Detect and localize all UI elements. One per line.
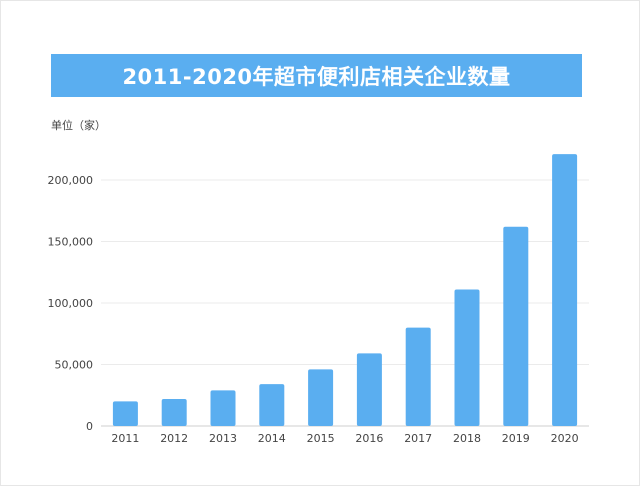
- x-tick-label: 2019: [502, 432, 530, 445]
- chart-title: 2011-2020年超市便利店相关企业数量: [122, 64, 511, 89]
- x-tick-label: 2013: [209, 432, 237, 445]
- x-tick-label: 2018: [453, 432, 481, 445]
- x-tick-label: 2015: [307, 432, 335, 445]
- bar-2013: [210, 390, 236, 426]
- y-tick-label: 50,000: [55, 359, 94, 372]
- bar-2014: [259, 384, 285, 426]
- bar-2020: [552, 154, 578, 427]
- x-tick-label: 2011: [111, 432, 139, 445]
- bar-2019: [503, 226, 529, 426]
- y-tick-label: 200,000: [48, 174, 94, 187]
- bar-2016: [356, 353, 382, 426]
- x-tick-label: 2016: [355, 432, 383, 445]
- bar-2011: [112, 401, 138, 426]
- bar-2015: [308, 369, 334, 426]
- bar-2017: [405, 327, 431, 426]
- x-tick-label: 2014: [258, 432, 286, 445]
- x-tick-label: 2017: [404, 432, 432, 445]
- y-tick-label: 0: [86, 420, 93, 433]
- x-tick-label: 2020: [551, 432, 579, 445]
- title-banner: 2011-2020年超市便利店相关企业数量: [51, 54, 582, 97]
- y-tick-label: 100,000: [48, 297, 94, 310]
- y-tick-label: 150,000: [48, 236, 94, 249]
- bar-2018: [454, 289, 480, 426]
- bar-2012: [161, 398, 187, 426]
- y-axis-unit-label: 单位（家）: [51, 119, 106, 132]
- x-tick-label: 2012: [160, 432, 188, 445]
